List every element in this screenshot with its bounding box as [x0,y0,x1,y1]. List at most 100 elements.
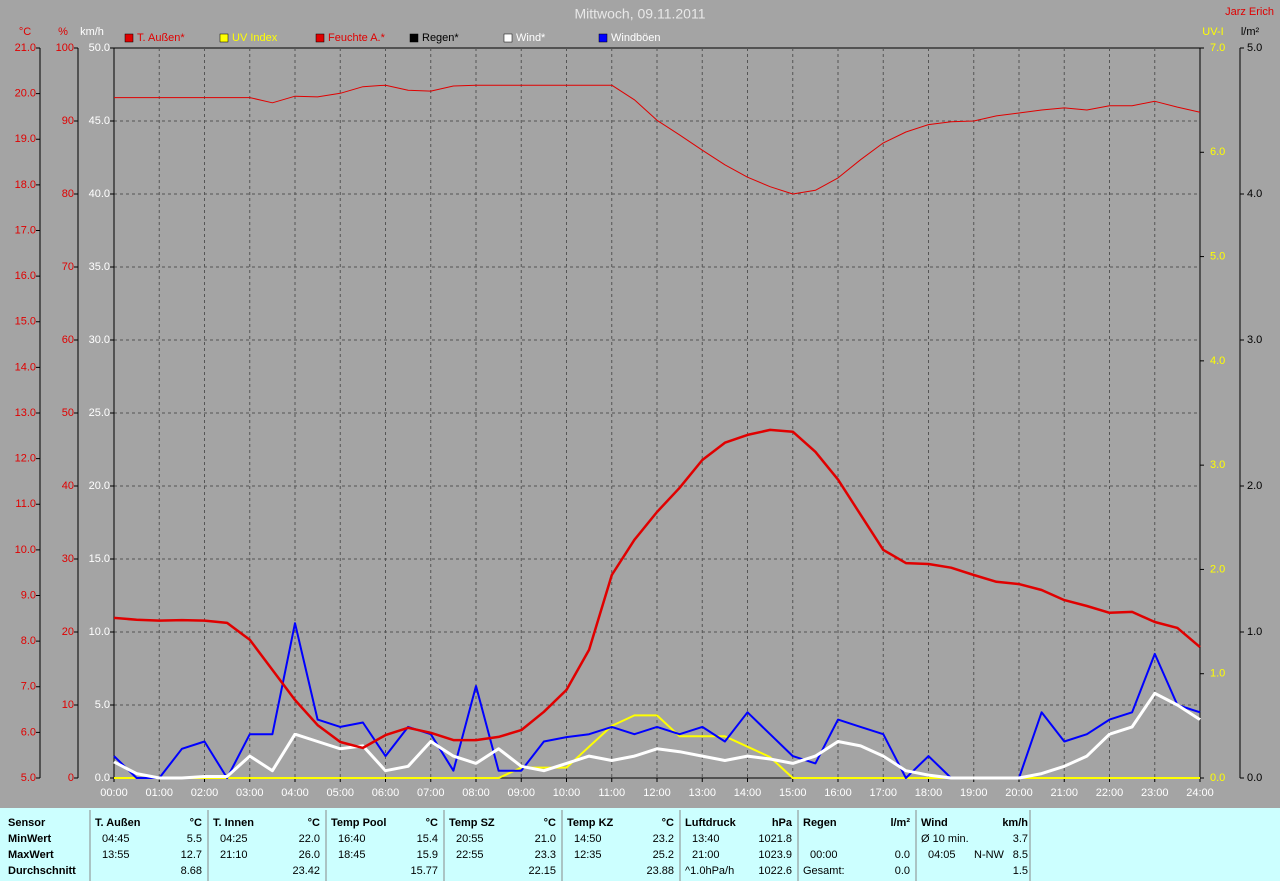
y-axis-unit: % [58,26,68,38]
block-name: T. Außen [95,817,141,829]
block-name: Temp Pool [331,817,386,829]
y-axis-unit: l/m² [1241,26,1260,38]
y-tick-label: 0.0 [1210,772,1225,784]
summary-background [0,808,1280,881]
y-tick-label: 30.0 [89,334,110,346]
cell-value: 3.7 [1013,833,1028,845]
y-tick-label: 20.0 [89,480,110,492]
cell-time: 18:45 [338,849,366,861]
y-tick-label: 5.0 [21,772,36,784]
cell-value: 1023.9 [758,849,792,861]
legend-swatch [503,33,513,43]
y-tick-label: 40 [62,480,74,492]
y-tick-label: 30 [62,553,74,565]
cell-value: 25.2 [653,849,674,861]
y-tick-label: 1.0 [1247,626,1262,638]
x-tick-label: 06:00 [372,787,400,799]
x-tick-label: 12:00 [643,787,671,799]
legend-label: Windböen [611,32,661,44]
y-tick-label: 20 [62,626,74,638]
y-tick-label: 0 [68,772,74,784]
cell-value: 22.15 [528,865,556,877]
legend-swatch [315,33,325,43]
block-name: T. Innen [213,817,254,829]
x-tick-label: 10:00 [553,787,581,799]
legend-label: Feuchte A.* [328,32,386,44]
block-unit: °C [190,817,202,829]
y-tick-label: 15.0 [89,553,110,565]
y-tick-label: 21.0 [15,42,36,54]
series-line [113,691,1201,780]
y-tick-label: 6.0 [21,726,36,738]
y-tick-label: 5.0 [1247,42,1262,54]
y-tick-label: 3.0 [1210,459,1225,471]
x-tick-label: 11:00 [598,787,625,799]
chart-title: Mittwoch, 09.11.2011 [574,6,705,22]
y-axis-unit: °C [19,26,31,38]
cell-value: 8.5 [1013,849,1028,861]
block-name: Wind [921,817,948,829]
cell-time: Gesamt: [803,865,845,877]
cell-value: 15.77 [410,865,438,877]
cell-value: 22.0 [299,833,320,845]
y-tick-label: 7.0 [1210,42,1225,54]
cell-time: 22:55 [456,849,484,861]
author: Jarz Erich [1225,6,1274,18]
y-axis-unit: km/h [80,26,104,38]
legend-label: Regen* [422,32,459,44]
y-tick-label: 50.0 [89,42,110,54]
x-tick-label: 19:00 [960,787,988,799]
block-unit: km/h [1002,817,1028,829]
cell-value: 1021.8 [758,833,792,845]
y-tick-label: 60 [62,334,74,346]
y-tick-label: 10 [62,699,74,711]
x-tick-label: 17:00 [869,787,897,799]
cell-value: 1.5 [1013,865,1028,877]
y-tick-label: 2.0 [1247,480,1262,492]
x-tick-label: 23:00 [1141,787,1169,799]
y-tick-label: 5.0 [95,699,110,711]
y-tick-label: 2.0 [1210,563,1225,575]
y-tick-label: 1.0 [1210,668,1225,680]
cell-value: 0.0 [895,865,910,877]
block-unit: hPa [772,817,793,829]
y-tick-label: 10.0 [15,544,36,556]
cell-value: 23.42 [292,865,320,877]
cell-time: ^1.0hPa/h [685,865,734,877]
cell-value: 15.9 [417,849,438,861]
y-axis-unit: UV-I [1202,26,1223,38]
x-tick-label: 04:00 [281,787,309,799]
block-name: Temp KZ [567,817,614,829]
y-tick-label: 90 [62,115,74,127]
cell-value: 15.4 [417,833,438,845]
x-tick-label: 07:00 [417,787,445,799]
x-tick-label: 24:00 [1186,787,1214,799]
x-tick-label: 03:00 [236,787,264,799]
y-tick-label: 15.0 [15,316,36,328]
y-tick-label: 40.0 [89,188,110,200]
x-tick-label: 02:00 [191,787,219,799]
y-tick-label: 18.0 [15,179,36,191]
cell-value: 26.0 [299,849,320,861]
y-tick-label: 50 [62,407,74,419]
series-line [114,84,1201,195]
y-tick-label: 17.0 [15,224,36,236]
cell-time: 21:10 [220,849,248,861]
y-tick-label: 70 [62,261,74,273]
row-label: Sensor [8,817,46,829]
y-tick-label: 16.0 [15,270,36,282]
y-tick-label: 13.0 [15,407,36,419]
legend-label: UV Index [232,32,278,44]
y-tick-label: 80 [62,188,74,200]
cell-value: 5.5 [187,833,202,845]
x-tick-label: 08:00 [462,787,490,799]
row-label: MaxWert [8,849,54,861]
y-tick-label: 8.0 [21,635,36,647]
cell-value: 12.7 [181,849,202,861]
cell-time: 00:00 [810,849,838,861]
y-tick-label: 4.0 [1210,355,1225,367]
y-tick-label: 35.0 [89,261,110,273]
cell-time: 14:50 [574,833,602,845]
cell-time: 12:35 [574,849,602,861]
